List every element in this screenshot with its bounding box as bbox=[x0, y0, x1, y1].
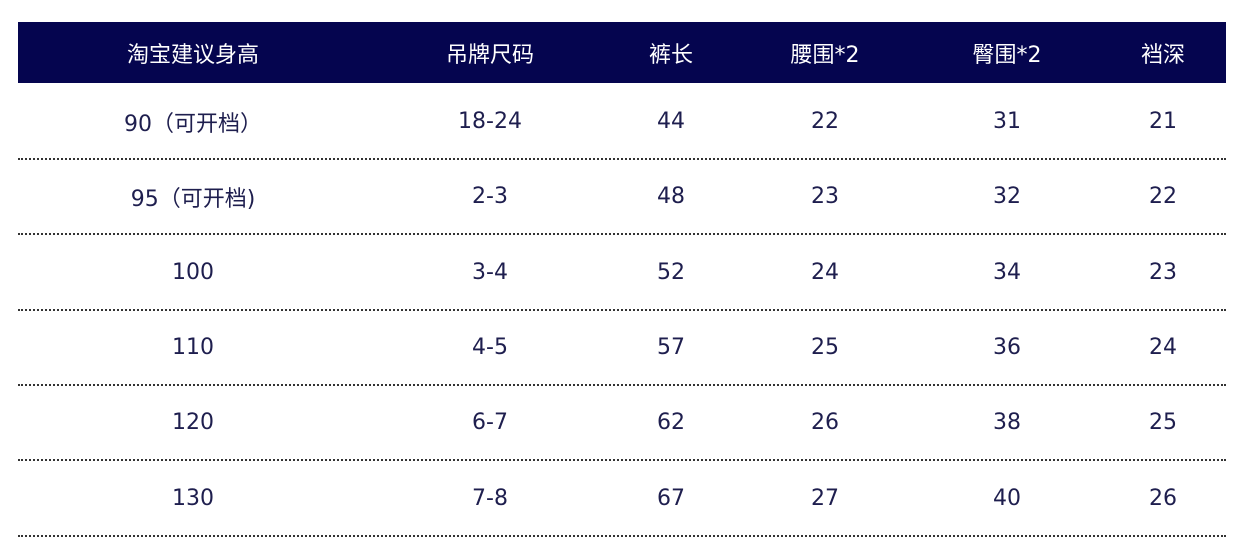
table-cell: 52 bbox=[657, 259, 685, 285]
table-cell: 22 bbox=[1149, 184, 1177, 210]
table-cell: 40 bbox=[993, 485, 1021, 511]
table-cell: 22 bbox=[811, 109, 839, 134]
header-cell: 裆深 bbox=[1140, 42, 1185, 68]
table-cell: 25 bbox=[1149, 410, 1177, 436]
table-row: 95（可开档) 2-3 48 23 32 22 bbox=[18, 160, 1226, 236]
table-cell: 67 bbox=[657, 485, 685, 511]
table-cell: 32 bbox=[993, 184, 1021, 210]
table-cell: 21 bbox=[1149, 109, 1177, 134]
header-cell: 腰围*2 bbox=[790, 42, 860, 68]
table-cell: 31 bbox=[993, 109, 1021, 134]
table-cell: 4-5 bbox=[472, 334, 508, 360]
table-cell: 25 bbox=[811, 334, 839, 360]
table-cell: 36 bbox=[993, 334, 1021, 360]
table-cell: 3-4 bbox=[472, 259, 508, 285]
header-cell: 淘宝建议身高 bbox=[126, 42, 259, 68]
table-cell: 2-3 bbox=[472, 184, 508, 210]
table-row: 110 4-5 57 25 36 24 bbox=[18, 311, 1226, 386]
header-cell: 裤长 bbox=[648, 42, 693, 68]
table-cell: 6-7 bbox=[472, 410, 508, 436]
table-row: 130 7-8 67 27 40 26 bbox=[18, 462, 1226, 537]
table-cell: 110 bbox=[172, 334, 214, 360]
table-cell: 24 bbox=[1149, 334, 1177, 360]
table-cell: 90（可开档） bbox=[124, 111, 262, 137]
table-cell: 120 bbox=[172, 410, 214, 436]
table-cell: 62 bbox=[657, 410, 685, 436]
table-cell: 130 bbox=[172, 485, 214, 511]
table-cell: 23 bbox=[1149, 259, 1177, 285]
header-cell: 吊牌尺码 bbox=[445, 42, 534, 68]
table-cell: 100 bbox=[172, 259, 214, 285]
table-cell: 95（可开档) bbox=[130, 186, 256, 212]
table-cell: 26 bbox=[1149, 485, 1177, 511]
table-cell: 26 bbox=[811, 410, 839, 436]
table-cell: 38 bbox=[993, 410, 1021, 436]
table-row: 120 6-7 62 26 38 25 bbox=[18, 386, 1226, 462]
table-cell: 7-8 bbox=[472, 485, 508, 511]
table-cell: 44 bbox=[657, 109, 685, 134]
table-row: 100 3-4 52 24 34 23 bbox=[18, 236, 1226, 311]
table-cell: 27 bbox=[811, 485, 839, 511]
header-cell: 臀围*2 bbox=[972, 42, 1042, 68]
table-header: 淘宝建议身高 吊牌尺码 裤长 腰围*2 臀围*2 裆深 bbox=[18, 22, 1226, 83]
table-cell: 57 bbox=[657, 334, 685, 360]
table-cell: 48 bbox=[657, 184, 685, 210]
table-cell: 23 bbox=[811, 184, 839, 210]
table-cell: 34 bbox=[993, 259, 1021, 285]
table-cell: 24 bbox=[811, 259, 839, 285]
table-row: 90（可开档） 18-24 44 22 31 21 bbox=[18, 85, 1226, 160]
table-cell: 18-24 bbox=[458, 109, 522, 134]
